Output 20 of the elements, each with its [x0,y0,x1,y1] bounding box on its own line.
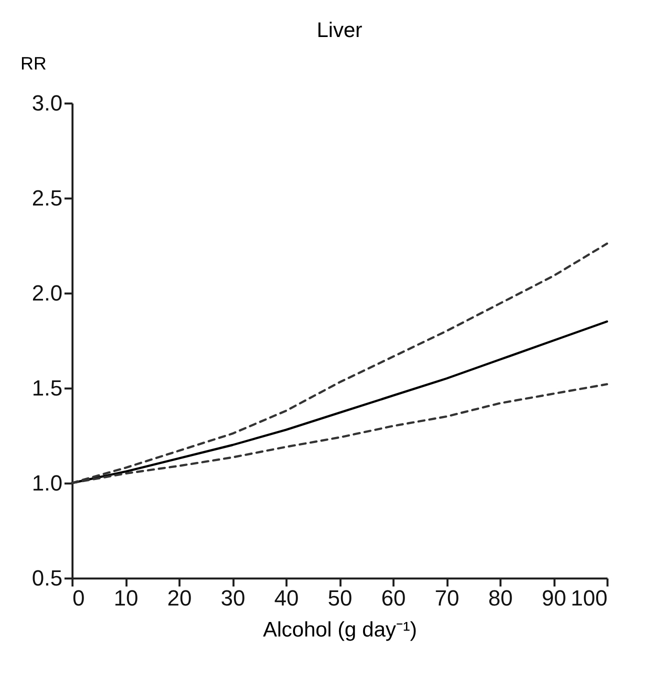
x-tick-label: 40 [274,586,299,610]
x-tick-label: 80 [488,586,513,610]
x-tick-label: 60 [381,586,406,610]
x-axis-title: Alcohol (g day⁻¹) [262,618,418,642]
y-tick-label: 3.0 [32,90,62,116]
x-tick-label: 90 [542,586,566,610]
y-tick-label: 2.0 [32,280,62,306]
x-tick-label: 0 [72,586,85,610]
chart-title: Liver [316,19,362,42]
x-tick-label: 30 [220,586,246,610]
y-axis-title: RR [20,54,46,74]
x-tick-label: 100 [570,586,608,610]
y-tick-label: 0.5 [32,566,62,590]
x-tick-label: 70 [434,586,460,610]
x-tick-label: 10 [114,586,138,610]
x-tick-label: 50 [328,586,352,610]
y-tick-label: 1.0 [32,470,62,496]
x-tick-label: 20 [167,586,192,610]
y-tick-label: 2.5 [32,186,62,210]
y-tick-label: 1.5 [32,376,62,400]
